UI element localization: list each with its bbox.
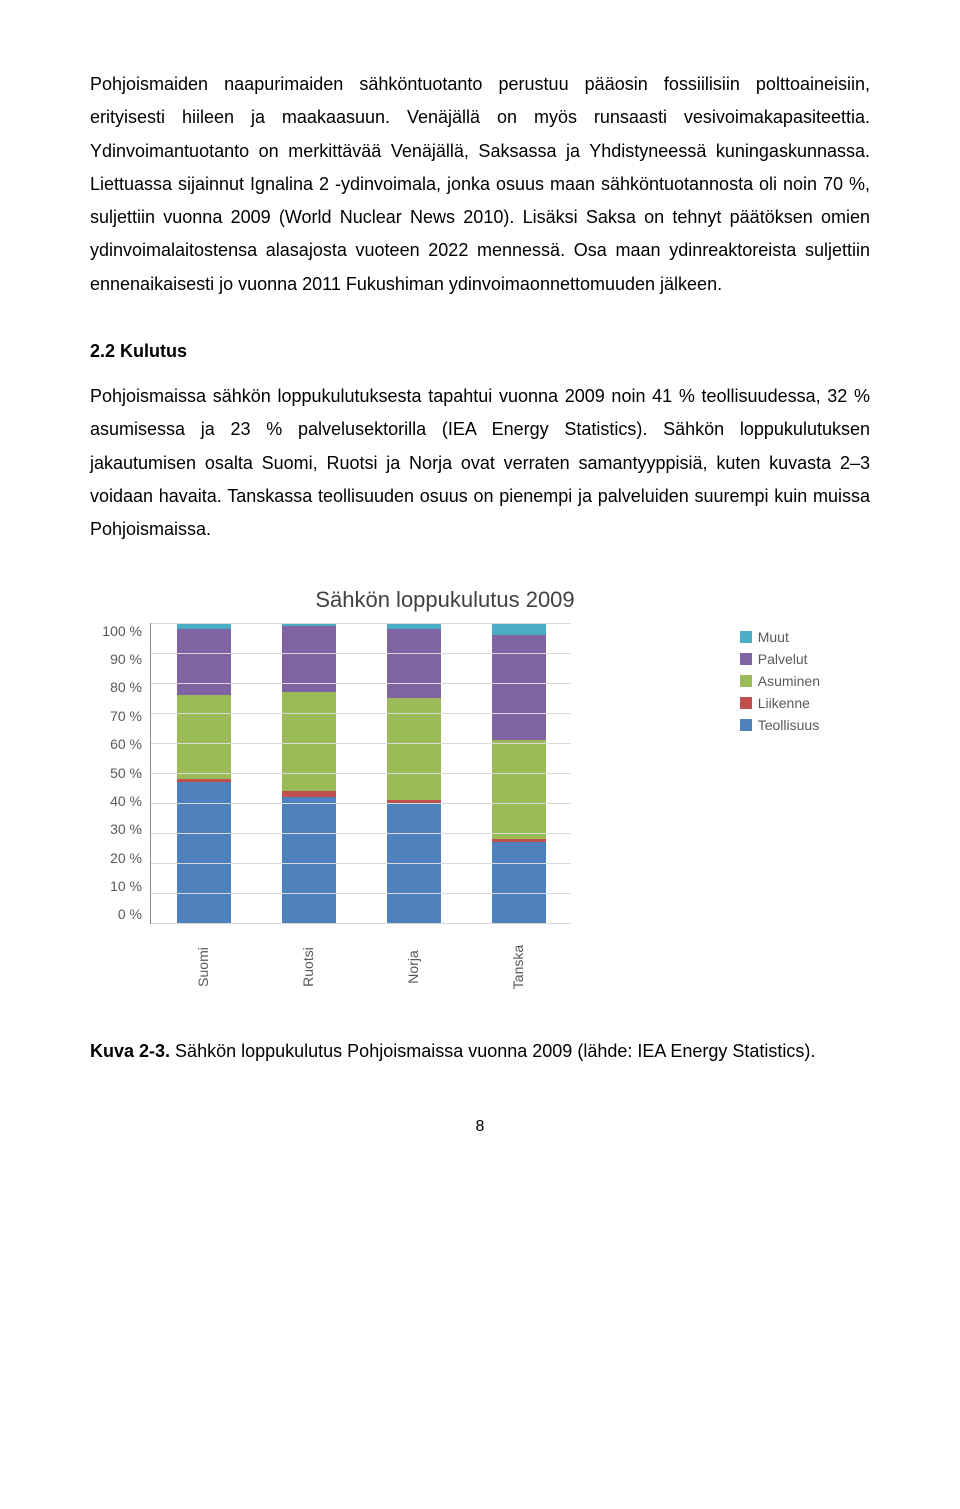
y-tick-label: 50 %: [90, 765, 142, 781]
gridline: [151, 893, 571, 894]
chart-container: Sähkön loppukulutus 2009 100 % 90 % 80 % 70…: [90, 587, 710, 975]
segment-asuminen: [492, 740, 546, 839]
gridline: [151, 773, 571, 774]
y-tick-label: 100 %: [90, 623, 142, 639]
segment-palvelut: [177, 629, 231, 695]
segment-palvelut: [492, 635, 546, 740]
caption-prefix: Kuva 2-3.: [90, 1041, 170, 1061]
gridline: [151, 683, 571, 684]
paragraph-1: Pohjoismaiden naapurimaiden sähköntuotan…: [90, 68, 870, 301]
x-label-norja: Norja: [405, 940, 421, 994]
gridline: [151, 803, 571, 804]
legend-swatch: [740, 719, 752, 731]
y-tick-label: 30 %: [90, 821, 142, 837]
chart-legend: Muut Palvelut Asuminen Liikenne Teollisuus: [740, 629, 820, 739]
segment-teollisuus: [282, 797, 336, 923]
y-tick-label: 60 %: [90, 736, 142, 752]
legend-swatch: [740, 675, 752, 687]
x-label-suomi: Suomi: [195, 940, 211, 994]
legend-label: Muut: [758, 629, 789, 645]
x-label-tanska: Tanska: [510, 940, 526, 994]
gridline: [151, 743, 571, 744]
y-tick-label: 20 %: [90, 850, 142, 866]
segment-teollisuus: [492, 842, 546, 923]
legend-swatch: [740, 697, 752, 709]
legend-swatch: [740, 631, 752, 643]
document-page: Pohjoismaiden naapurimaiden sähköntuotan…: [0, 0, 960, 1176]
y-axis: 100 % 90 % 80 % 70 % 60 % 50 % 40 % 30 % 20 % 10 …: [90, 623, 150, 923]
y-tick-label: 70 %: [90, 708, 142, 724]
segment-asuminen: [177, 695, 231, 779]
legend-item-palvelut: Palvelut: [740, 651, 820, 667]
y-tick-label: 80 %: [90, 679, 142, 695]
caption-text: Sähkön loppukulutus Pohjoismaissa vuonna…: [170, 1041, 815, 1061]
y-tick-label: 0 %: [90, 906, 142, 922]
legend-label: Palvelut: [758, 651, 808, 667]
gridline: [151, 623, 571, 624]
legend-label: Teollisuus: [758, 717, 819, 733]
y-tick-label: 90 %: [90, 651, 142, 667]
legend-label: Liikenne: [758, 695, 810, 711]
y-tick-label: 10 %: [90, 878, 142, 894]
gridline: [151, 833, 571, 834]
legend-item-teollisuus: Teollisuus: [740, 717, 820, 733]
gridline: [151, 653, 571, 654]
x-axis: SuomiRuotsiNorjaTanska: [150, 959, 570, 975]
plot-region: [150, 623, 571, 924]
section-heading: 2.2 Kulutus: [90, 341, 870, 362]
legend-item-asuminen: Asuminen: [740, 673, 820, 689]
figure-caption: Kuva 2-3. Sähkön loppukulutus Pohjoismai…: [90, 1035, 870, 1068]
y-tick-label: 40 %: [90, 793, 142, 809]
legend-swatch: [740, 653, 752, 665]
legend-item-liikenne: Liikenne: [740, 695, 820, 711]
legend-label: Asuminen: [758, 673, 820, 689]
chart-title: Sähkön loppukulutus 2009: [90, 587, 710, 613]
segment-muut: [492, 623, 546, 635]
gridline: [151, 713, 571, 714]
gridline: [151, 863, 571, 864]
gridline: [151, 923, 571, 924]
segment-palvelut: [387, 629, 441, 698]
page-number: 8: [90, 1118, 870, 1136]
paragraph-2: Pohjoismaissa sähkön loppukulutuksesta t…: [90, 380, 870, 546]
x-label-ruotsi: Ruotsi: [300, 940, 316, 994]
legend-item-muut: Muut: [740, 629, 820, 645]
segment-asuminen: [282, 692, 336, 791]
